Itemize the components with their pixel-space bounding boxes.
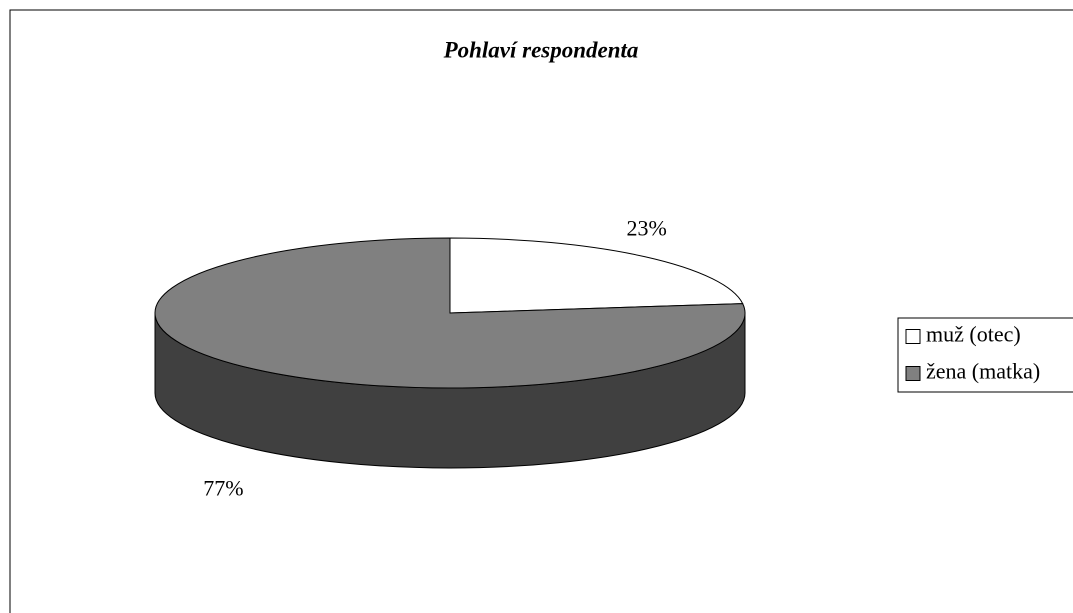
legend-label: muž (otec): [926, 322, 1021, 347]
data-label: 77%: [203, 476, 243, 501]
data-label: 23%: [626, 216, 666, 241]
legend-box: [897, 317, 1073, 393]
pie-slice: [154, 237, 746, 389]
chart-title: Pohlaví respondenta: [443, 37, 639, 62]
legend-label: žena (matka): [926, 359, 1040, 384]
legend-swatch: [905, 329, 921, 344]
legend-swatch: [905, 366, 921, 381]
pie-slice: [449, 237, 744, 314]
